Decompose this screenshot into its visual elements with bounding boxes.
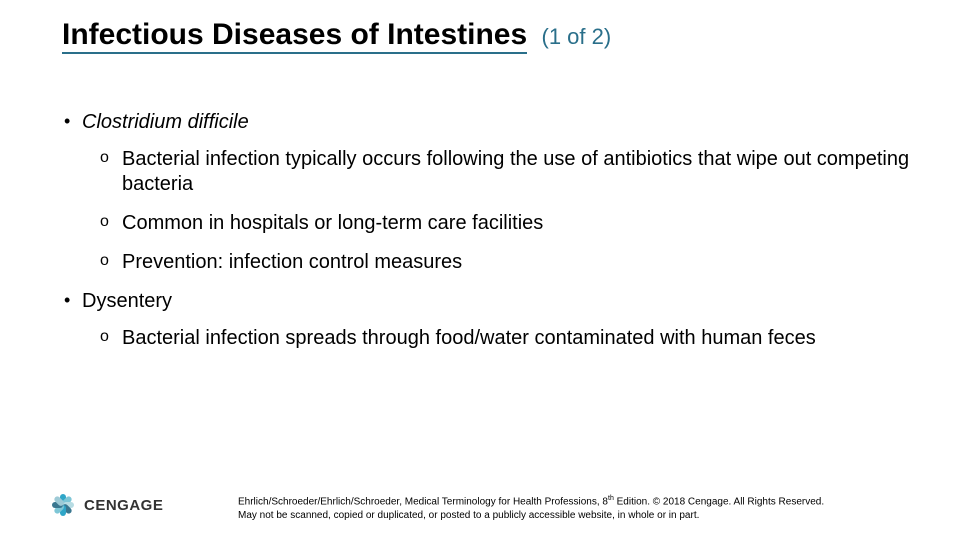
bullet-label: Dysentery [82,289,920,314]
sub-item: o Bacterial infection typically occurs f… [100,147,920,197]
bullet-item: • Dysentery o Bacterial infection spread… [64,289,920,351]
logo-mark-icon [50,492,76,518]
sub-item: o Bacterial infection spreads through fo… [100,326,920,351]
bullet-list: • Clostridium difficile o Bacterial infe… [64,110,920,351]
sub-text: Bacterial infection typically occurs fol… [122,147,920,197]
slide: Infectious Diseases of Intestines (1 of … [0,0,960,540]
sub-item: o Common in hospitals or long-term care … [100,211,920,236]
bullet-label: Clostridium difficile [82,110,920,135]
footer-text: Ehrlich/Schroeder/Ehrlich/Schroeder, Med… [238,496,608,507]
bullet-item: • Clostridium difficile o Bacterial infe… [64,110,920,275]
title-main: Infectious Diseases of Intestines [62,18,527,54]
footer-line-2: May not be scanned, copied or duplicated… [238,509,940,523]
slide-content: • Clostridium difficile o Bacterial infe… [64,110,920,365]
sub-list: o Bacterial infection typically occurs f… [100,147,920,275]
bullet-marker: • [64,289,82,312]
slide-title: Infectious Diseases of Intestines (1 of … [62,18,611,52]
sub-text: Prevention: infection control measures [122,250,920,275]
footer-text: Edition. © 2018 Cengage. All Rights Rese… [614,496,824,507]
copyright-footer: Ehrlich/Schroeder/Ehrlich/Schroeder, Med… [238,494,940,522]
footer-line-1: Ehrlich/Schroeder/Ehrlich/Schroeder, Med… [238,494,940,509]
sub-list: o Bacterial infection spreads through fo… [100,326,920,351]
sub-item: o Prevention: infection control measures [100,250,920,275]
logo-text: CENGAGE [84,497,163,514]
sub-marker: o [100,326,122,348]
publisher-logo: CENGAGE [50,492,163,518]
sub-text: Bacterial infection spreads through food… [122,326,920,351]
title-suffix: (1 of 2) [542,24,612,49]
sub-text: Common in hospitals or long-term care fa… [122,211,920,236]
sub-marker: o [100,250,122,272]
bullet-marker: • [64,110,82,133]
sub-marker: o [100,147,122,169]
sub-marker: o [100,211,122,233]
